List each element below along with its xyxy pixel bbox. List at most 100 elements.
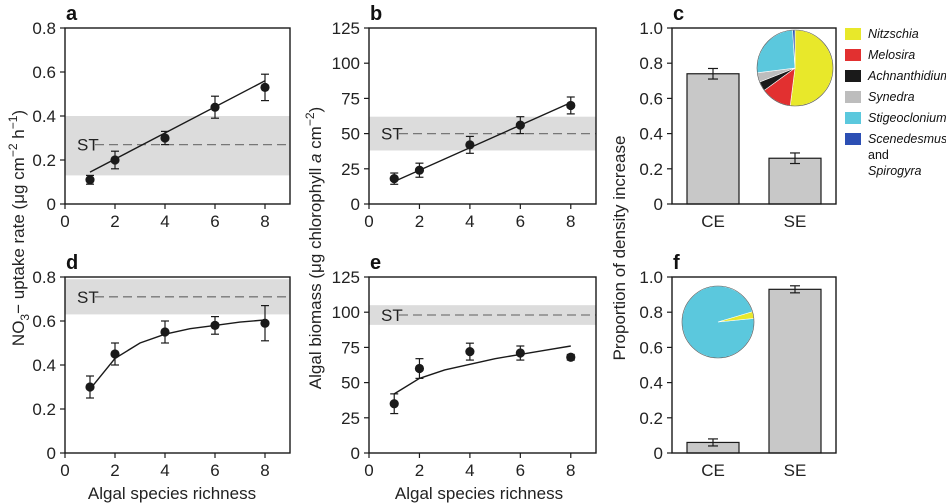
y-tick-label: 50: [341, 125, 360, 144]
y-tick-label: 0: [47, 195, 56, 214]
legend-label: Melosira: [868, 48, 915, 62]
data-point: [260, 318, 270, 328]
x-tick-label: 4: [465, 461, 474, 480]
x-tick-label: 4: [160, 212, 169, 231]
legend: Nitzschia Melosira Achnanthidium Synedra Sti…: [845, 27, 946, 178]
x-tick-label: 4: [160, 461, 169, 480]
x-axis-label-left: Algal species richness: [88, 484, 256, 503]
panel-label: f: [673, 252, 680, 274]
bar: [768, 157, 822, 205]
x-tick-label: 0: [60, 212, 69, 231]
legend-label: Achnanthidium: [867, 69, 946, 83]
data-point: [465, 140, 475, 150]
y-tick-label: 0.2: [32, 151, 56, 170]
panel-c: CE SE 0 0.2 0.4 0.6 0.8 1.0 c: [639, 3, 837, 231]
x-tick-label: 8: [566, 461, 575, 480]
x-tick-label: 8: [260, 461, 269, 480]
legend-swatch: [845, 112, 861, 124]
plot-frame: [671, 276, 837, 454]
y-tick-label: 75: [341, 89, 360, 108]
legend-swatch: [845, 70, 861, 82]
y-axis-label-middle: Algal biomass (μg chlorophyll a cm−2): [303, 107, 325, 389]
panel-d: ST 0 2 4 6 8 0 0.2 0.4 0.6 0.8 d: [32, 252, 291, 480]
legend-label: Stigeoclonium: [868, 111, 946, 125]
data-point: [85, 175, 95, 185]
data-point: [210, 102, 220, 112]
y-tick-label: 0.6: [639, 89, 663, 108]
st-label: ST: [381, 306, 403, 325]
x-tick-label: 6: [210, 461, 219, 480]
x-tick-label: 2: [110, 461, 119, 480]
y-tick-label: 50: [341, 374, 360, 393]
x-tick-label: 0: [364, 461, 373, 480]
y-tick-label: 125: [332, 268, 360, 287]
y-tick-label: 0: [351, 444, 360, 463]
plot-frame: [368, 27, 597, 205]
y-tick-label: 0.8: [32, 268, 56, 287]
panel-label: e: [370, 252, 381, 274]
data-point: [566, 100, 576, 111]
data-point: [414, 165, 425, 175]
data-point: [260, 82, 270, 92]
y-tick-label: 0.4: [639, 125, 663, 144]
y-tick-label: 100: [332, 54, 360, 73]
y-tick-label: 100: [332, 303, 360, 322]
data-point: [85, 382, 95, 392]
y-tick-label: 0.8: [639, 303, 663, 322]
fit-line: [89, 80, 266, 173]
data-point: [465, 347, 475, 357]
y-tick-label: 0.4: [32, 107, 56, 126]
legend-swatch: [845, 91, 861, 103]
y-tick-label: 125: [332, 19, 360, 38]
st-label: ST: [381, 125, 403, 144]
legend-swatch: [845, 28, 861, 40]
y-tick-label: 1.0: [639, 268, 663, 287]
x-tick-label: 4: [465, 212, 474, 231]
y-tick-label: 0.2: [639, 160, 663, 179]
category-label: CE: [701, 212, 725, 231]
st-band: [65, 116, 290, 176]
y-tick-label: 0: [47, 444, 56, 463]
y-tick-label: 25: [341, 409, 360, 428]
pie-outline: [756, 29, 834, 107]
legend-label: Nitzschia: [868, 27, 919, 41]
pie-slice: [756, 29, 796, 74]
panel-label: a: [66, 3, 78, 25]
data-point: [160, 133, 170, 143]
y-tick-label: 0.4: [639, 374, 663, 393]
y-tick-label: 0.6: [32, 63, 56, 82]
data-point: [210, 320, 220, 330]
y-tick-label: 1.0: [639, 19, 663, 38]
panel-label: b: [370, 3, 382, 25]
panel-e: ST 0 2 4 6 8 0 25 50 75 100 125 e: [332, 252, 597, 480]
plot-frame: [64, 27, 291, 205]
data-point: [515, 120, 525, 130]
x-axis-label-middle: Algal species richness: [395, 484, 563, 503]
data-point: [389, 399, 399, 409]
y-tick-label: 0.8: [639, 54, 663, 73]
legend-label: Spirogyra: [868, 164, 922, 178]
y-tick-label: 0.2: [639, 409, 663, 428]
pie-outline: [681, 285, 755, 359]
data-point: [110, 155, 120, 165]
y-tick-label: 0.6: [639, 338, 663, 357]
plot-frame: [368, 276, 597, 454]
x-tick-label: 2: [415, 212, 424, 231]
y-axis-label-right: Proportion of density increase: [610, 136, 629, 361]
panel-a: ST 0 2 4 6 8 0 0.2 0.4 0.6 0.8 a: [32, 3, 291, 231]
x-tick-label: 6: [516, 461, 525, 480]
data-point: [110, 349, 120, 359]
x-tick-label: 8: [566, 212, 575, 231]
bar: [686, 73, 740, 205]
legend-label: Synedra: [868, 90, 915, 104]
fit-line: [393, 101, 572, 183]
x-tick-label: 8: [260, 212, 269, 231]
x-tick-label: 2: [415, 461, 424, 480]
category-label: SE: [784, 212, 807, 231]
st-label: ST: [77, 136, 99, 155]
panels: ST 0 2 4 6 8 0 0.2 0.4 0.6 0.8 a ST 0 2 4 6 8 0 25 50 75 100 12…: [32, 3, 837, 480]
plot-frame: [671, 27, 837, 205]
x-tick-label: 0: [60, 461, 69, 480]
plot-frame: [64, 276, 291, 454]
